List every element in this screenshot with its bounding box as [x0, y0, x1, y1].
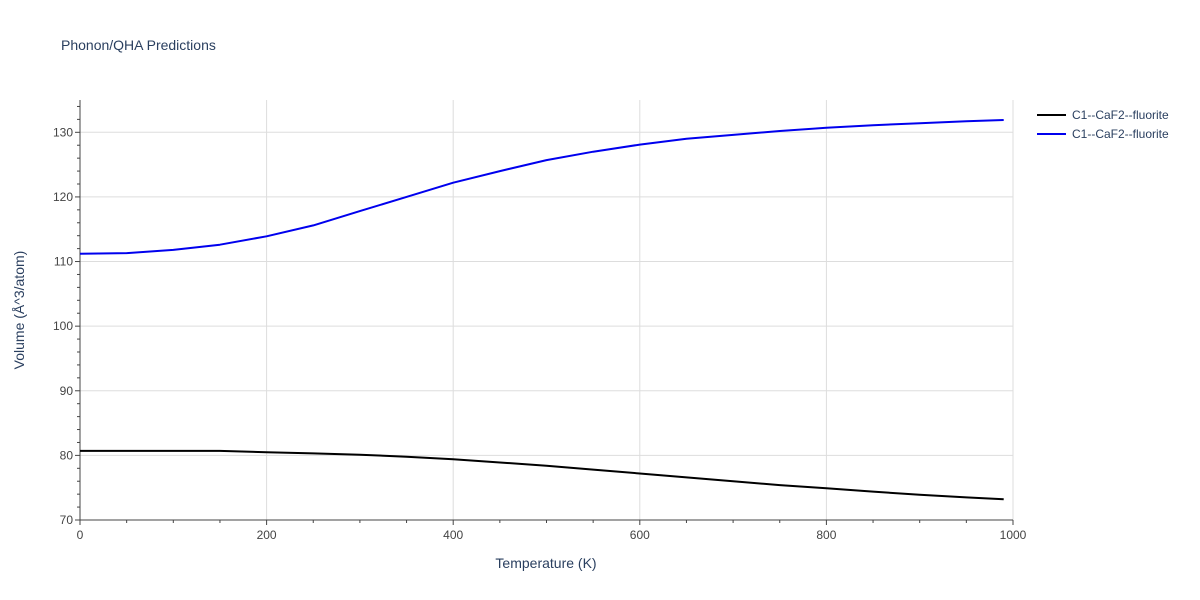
- legend-item-1[interactable]: C1--CaF2--fluorite: [1037, 108, 1169, 122]
- x-tick-label: 400: [443, 528, 463, 542]
- chart-title: Phonon/QHA Predictions: [61, 37, 216, 53]
- x-tick-label: 1000: [1000, 528, 1027, 542]
- x-tick-labels: 0 200 400 600 800 1000: [77, 528, 1027, 542]
- legend-label: C1--CaF2--fluorite: [1072, 127, 1169, 141]
- y-tick-label: 120: [53, 190, 73, 204]
- x-axis-label: Temperature (K): [495, 555, 596, 571]
- series-line-2: [79, 119, 1004, 255]
- y-tick-label: 70: [60, 513, 74, 527]
- series-line-1: [80, 449, 1004, 501]
- legend-label: C1--CaF2--fluorite: [1072, 108, 1169, 122]
- y-axis-label: Volume (Å^3/atom): [11, 251, 27, 370]
- grid-lines: [80, 100, 1014, 521]
- x-tick-label: 0: [77, 528, 84, 542]
- y-tick-label: 110: [54, 255, 73, 269]
- legend-item-2[interactable]: C1--CaF2--fluorite: [1037, 127, 1169, 141]
- x-tick-label: 800: [816, 528, 836, 542]
- y-tick-label: 130: [53, 125, 73, 139]
- axes: [75, 100, 1014, 525]
- y-tick-label: 80: [60, 448, 74, 462]
- y-tick-label: 90: [60, 384, 74, 398]
- y-tick-labels: 70 80 90 100 110 120 130: [53, 125, 73, 527]
- x-tick-label: 600: [630, 528, 650, 542]
- legend[interactable]: C1--CaF2--fluorite C1--CaF2--fluorite: [1037, 108, 1169, 141]
- x-tick-label: 200: [257, 528, 277, 542]
- y-tick-label: 100: [53, 319, 73, 333]
- series-lines: [79, 119, 1004, 501]
